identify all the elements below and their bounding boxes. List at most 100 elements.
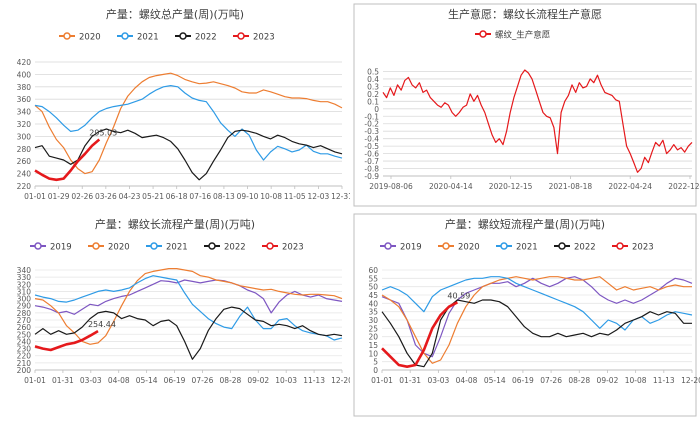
c2-x-tick-label-0: 01-01 xyxy=(24,376,46,385)
c2-x-tick-label-8: 09-02 xyxy=(247,376,269,385)
c3-x-tick-label-5: 06-19 xyxy=(512,376,534,385)
c0-y-tick-label-2: 260 xyxy=(17,157,32,166)
c3-legend-label-5: 2023 xyxy=(632,243,654,253)
c2-y-tick-label-11: 310 xyxy=(17,287,32,296)
c3-x-tick-label-2: 03-03 xyxy=(427,376,449,385)
c3-legend-label-1: 2019 xyxy=(400,243,422,253)
c3-y-tick-label-6: 30 xyxy=(368,316,378,325)
c1-y-tick-label-8: -0.1 xyxy=(364,112,379,121)
c0-series-line-2023 xyxy=(34,138,101,182)
c0-series-line-2022 xyxy=(34,128,343,181)
c0-chart-title: 产量：螺纹总产量(周)(万吨) xyxy=(106,7,244,21)
c0-legend-swatch-marker-2 xyxy=(121,32,129,40)
c3-x-tick-label-9: 10-08 xyxy=(625,376,647,385)
c2-legend-label-2: 2020 xyxy=(108,243,130,253)
c3-y-tick-label-3: 15 xyxy=(368,341,378,350)
chart-production-willingness: 生产意愿：螺纹长流程生产意愿 螺纹_生产意愿 -0.9 -0.8 -0.7 -0.6 -0.… xyxy=(350,0,700,210)
c0-legend-item-2: 2021 xyxy=(117,32,159,43)
c1-y-tick-label-11: 0.2 xyxy=(367,90,379,99)
c2-x-tick-label-9: 10-03 xyxy=(275,376,297,385)
c2-chart-title: 产量：螺纹长流程产量(周)(万吨) xyxy=(95,217,255,231)
c0-legend-item-4: 2023 xyxy=(233,32,275,43)
c3-y-tick-label-10: 50 xyxy=(368,283,378,292)
c2-legend-item-2: 2020 xyxy=(88,242,130,253)
c3-legend-swatch-marker-1 xyxy=(384,242,392,250)
c1-y-tick-label-13: 0.4 xyxy=(367,75,379,84)
c2-y-tick-label-0: 200 xyxy=(17,366,32,375)
c0-legend-label-2: 2021 xyxy=(137,33,159,43)
c2-legend-label-1: 2019 xyxy=(50,243,72,253)
c2-y-tick-label-4: 240 xyxy=(17,337,32,346)
c2-series-line-2020 xyxy=(34,268,343,345)
c2-legend-label-4: 2022 xyxy=(224,243,246,253)
c0-y-tick-label-4: 300 xyxy=(17,132,32,141)
c3-y-tick-label-4: 20 xyxy=(368,333,378,342)
c3-x-tick-label-8: 09-02 xyxy=(597,376,619,385)
c1-x-tick-label-0: 2019-08-06 xyxy=(369,182,413,191)
c3-y-tick-label-12: 60 xyxy=(368,266,378,275)
c3-series-line-2022 xyxy=(381,299,692,368)
c1-legend-label-1: 螺纹_生产意愿 xyxy=(495,30,551,41)
c1-x-tick-label-1: 2020-04-14 xyxy=(429,182,473,191)
c0-legend-item-1: 2020 xyxy=(59,32,101,43)
c3-y-tick-label-2: 10 xyxy=(368,349,378,358)
c1-x-tick-label-3: 2021-08-18 xyxy=(549,182,593,191)
c3-y-tick-label-11: 55 xyxy=(368,274,378,283)
c0-x-tick-label-8: 08-13 xyxy=(213,192,235,201)
c3-y-tick-label-7: 35 xyxy=(368,308,378,317)
chart-long-process-output: 产量：螺纹长流程产量(周)(万吨) 2019 2020 2021 2022 2023 200… xyxy=(0,210,353,420)
c0-x-tick-label-11: 11-05 xyxy=(284,192,306,201)
c0-x-tick-label-7: 07-16 xyxy=(189,192,211,201)
c2-y-tick-label-13: 330 xyxy=(17,273,32,282)
c2-legend-item-1: 2019 xyxy=(30,242,72,253)
chart-long-process-output-svg: 产量：螺纹长流程产量(周)(万吨) 2019 2020 2021 2022 2023 200… xyxy=(17,217,353,385)
c2-y-tick-label-5: 250 xyxy=(17,330,32,339)
c0-y-tick-label-3: 280 xyxy=(17,145,32,154)
c2-x-tick-label-2: 03-03 xyxy=(80,376,102,385)
c0-series-line-2021 xyxy=(34,85,343,161)
c3-y-tick-label-0: 0 xyxy=(373,366,378,375)
c1-panel-border xyxy=(353,3,697,207)
chart-total-output: 产量：螺纹总产量(周)(万吨) 2020 2021 2022 2023 220 240 260… xyxy=(0,0,353,210)
c0-legend-label-4: 2023 xyxy=(253,33,275,43)
c0-x-tick-label-2: 02-26 xyxy=(71,192,93,201)
c2-x-tick-label-4: 05-14 xyxy=(136,376,158,385)
c0-x-tick-label-0: 01-01 xyxy=(24,192,46,201)
c1-y-tick-label-0: -0.9 xyxy=(364,172,379,181)
c2-legend-swatch-marker-4 xyxy=(208,242,216,250)
c0-x-tick-label-1: 01-29 xyxy=(48,192,70,201)
c0-legend-swatch-marker-3 xyxy=(179,32,187,40)
c3-x-tick-label-10: 11-13 xyxy=(653,376,675,385)
c3-x-tick-label-0: 01-01 xyxy=(371,376,393,385)
c0-y-tick-label-9: 400 xyxy=(17,70,32,79)
c0-legend-swatch-marker-1 xyxy=(63,32,71,40)
c3-x-tick-label-3: 04-08 xyxy=(456,376,478,385)
c1-y-tick-label-10: 0.1 xyxy=(367,97,379,106)
c2-y-tick-label-7: 270 xyxy=(17,316,32,325)
c3-series-line-2023 xyxy=(381,301,459,368)
c1-x-tick-label-4: 2022-04-24 xyxy=(608,182,652,191)
c2-y-tick-label-3: 230 xyxy=(17,345,32,354)
c2-legend-item-4: 2022 xyxy=(204,242,246,253)
c2-y-tick-label-6: 260 xyxy=(17,323,32,332)
c2-y-tick-label-14: 340 xyxy=(17,266,32,275)
c3-data-label-last: 40.59 xyxy=(447,291,470,300)
c3-legend-item-2: 2020 xyxy=(438,242,480,253)
c3-chart-title: 产量：螺纹短流程产量(周)(万吨) xyxy=(445,217,605,231)
c1-y-tick-label-9: 0 xyxy=(374,105,379,114)
c2-legend-swatch-marker-5 xyxy=(266,242,274,250)
c1-y-tick-label-7: -0.2 xyxy=(364,120,379,129)
chart-total-output-svg: 产量：螺纹总产量(周)(万吨) 2020 2021 2022 2023 220 240 260… xyxy=(17,7,353,201)
c1-y-tick-label-2: -0.7 xyxy=(364,157,379,166)
c0-x-tick-label-5: 05-21 xyxy=(142,192,164,201)
c1-series-line-螺纹_生产意愿 xyxy=(382,69,693,173)
c3-legend-item-3: 2021 xyxy=(496,242,538,253)
c3-legend-swatch-marker-2 xyxy=(442,242,450,250)
c1-x-tick-label-5: 2022-12-30 xyxy=(668,182,700,191)
c0-y-tick-label-6: 340 xyxy=(17,108,32,117)
c1-y-tick-label-14: 0.5 xyxy=(367,67,379,76)
c2-legend-swatch-marker-3 xyxy=(150,242,158,250)
c2-x-tick-label-6: 07-26 xyxy=(192,376,214,385)
c0-y-tick-label-7: 360 xyxy=(17,95,32,104)
c0-legend-item-3: 2022 xyxy=(175,32,217,43)
